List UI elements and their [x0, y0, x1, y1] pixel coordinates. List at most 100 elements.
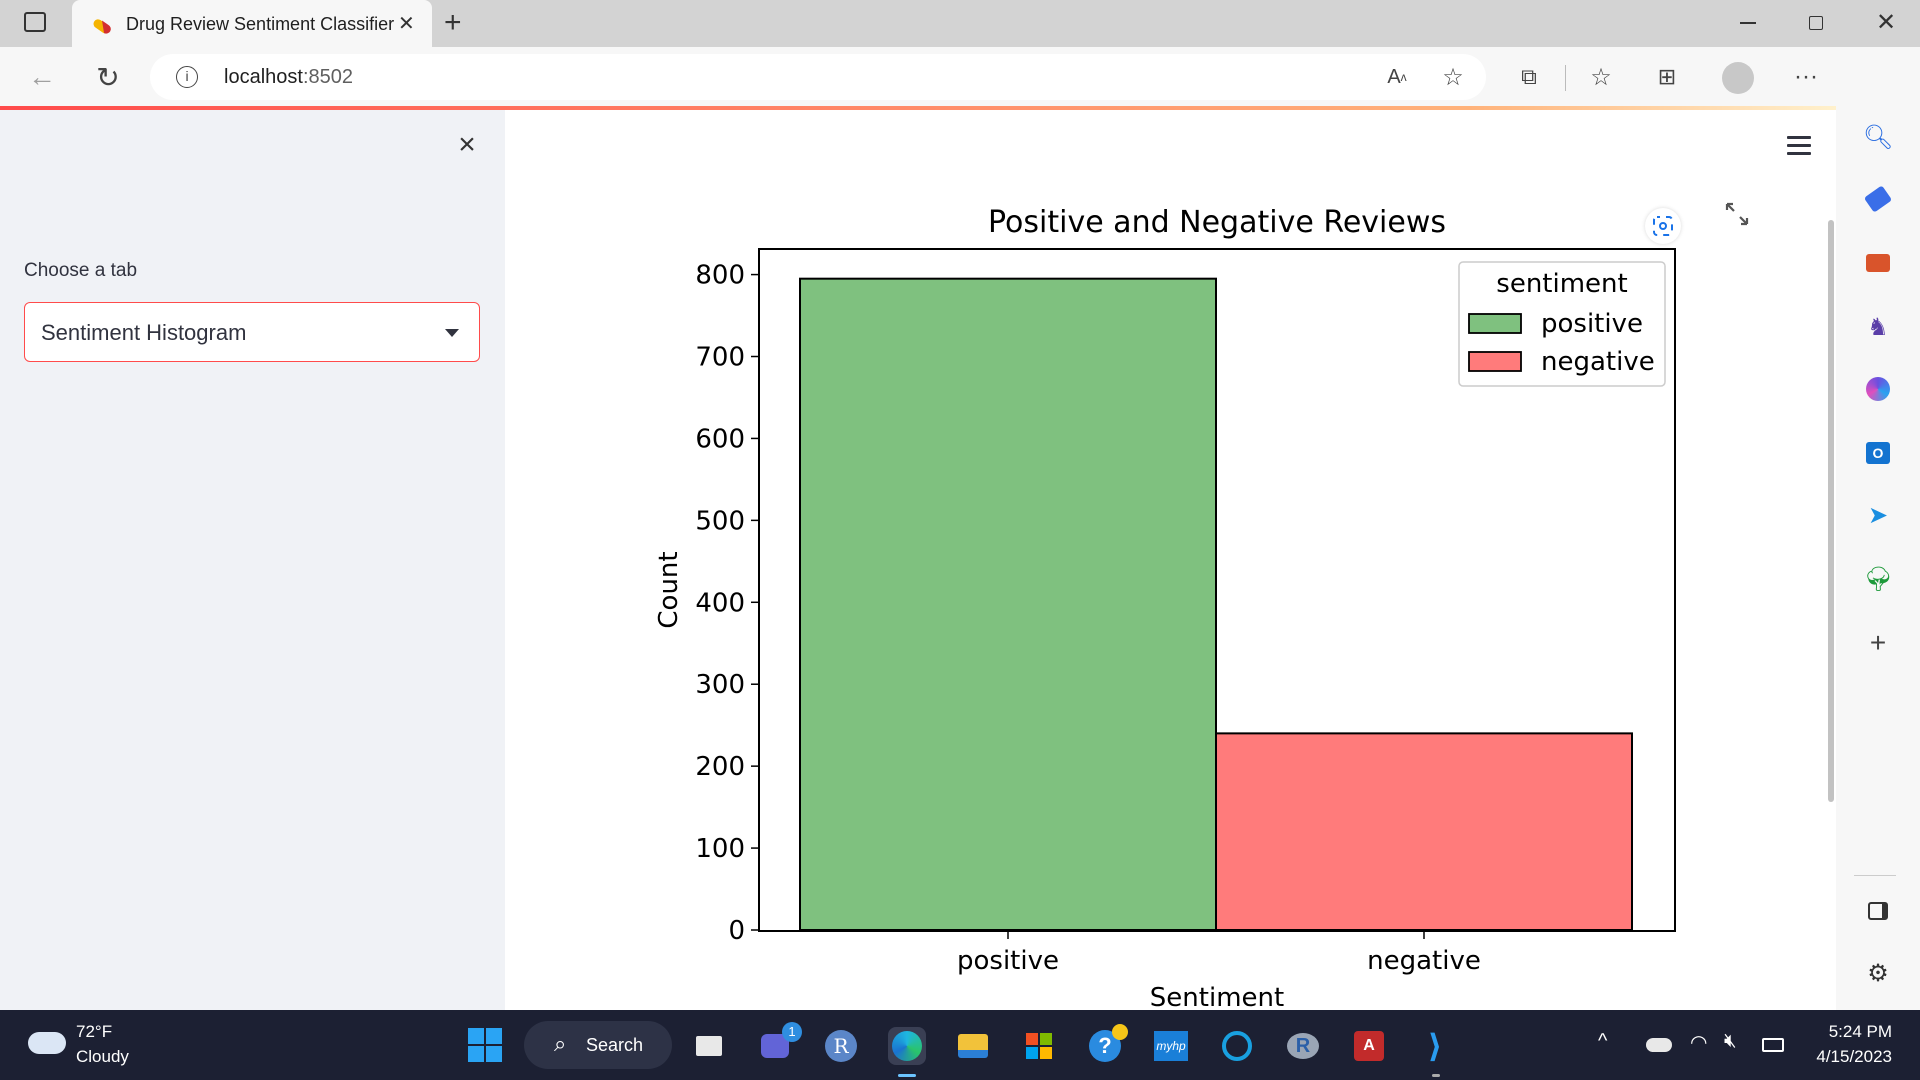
shopping-tag-icon[interactable]: [1862, 183, 1894, 215]
weather-temperature[interactable]: 72°F: [76, 1022, 113, 1041]
url-text[interactable]: localhost:8502: [224, 66, 353, 89]
search-icon: ⌕: [554, 1031, 567, 1056]
cloudy-weather-icon[interactable]: [28, 1032, 66, 1054]
get-help-icon[interactable]: ?: [1086, 1027, 1124, 1065]
active-app-indicator: [898, 1074, 916, 1077]
chart-title: Positive and Negative Reviews: [988, 205, 1446, 240]
chevron-down-icon[interactable]: [445, 329, 459, 337]
y-tick-label-200: 200: [695, 752, 745, 782]
rstudio-icon[interactable]: R: [1284, 1027, 1322, 1065]
favorites-icon[interactable]: ☆: [1590, 63, 1612, 91]
header-decoration: [0, 106, 1836, 110]
send-plane-icon[interactable]: ➤: [1867, 501, 1889, 529]
outlook-icon[interactable]: O: [1862, 437, 1894, 469]
tab-close-icon[interactable]: ✕: [398, 13, 415, 35]
help-notification-dot: [1112, 1024, 1128, 1040]
edge-sidebar: 🔍︎ ♞ O ➤ 🌳︎ + ⚙: [1836, 47, 1920, 1010]
cortana-icon[interactable]: [1218, 1027, 1256, 1065]
volume-muted-icon[interactable]: 🔇︎: [1724, 1030, 1737, 1052]
games-icon[interactable]: ♞: [1867, 313, 1889, 341]
back-arrow-icon[interactable]: ←: [28, 61, 56, 92]
close-window-icon[interactable]: ✕: [1876, 9, 1897, 36]
teams-badge: 1: [782, 1022, 802, 1042]
vscode-running-indicator: [1432, 1074, 1440, 1077]
y-tick-label-700: 700: [695, 343, 745, 373]
collections-icon[interactable]: ⊞: [1657, 64, 1677, 89]
wifi-icon[interactable]: ◠: [1690, 1032, 1708, 1054]
page-scrollbar[interactable]: [1828, 220, 1834, 802]
clock-date[interactable]: 4/15/2023: [1816, 1047, 1892, 1066]
bar-negative: [1215, 732, 1633, 931]
onedrive-cloud-icon[interactable]: [1646, 1038, 1672, 1052]
legend-swatch-negative: [1468, 351, 1522, 372]
add-sidebar-app-icon[interactable]: +: [1869, 627, 1887, 658]
tab-actions-icon[interactable]: [24, 12, 46, 32]
start-windows-icon[interactable]: [468, 1028, 502, 1062]
sentiment-histogram-chart: 0 100 200 300 400 500 600 700 800 positive negati…: [654, 205, 1676, 1010]
y-tick-label-100: 100: [695, 834, 745, 864]
y-tick-label-300: 300: [695, 670, 745, 700]
battery-icon[interactable]: [1762, 1038, 1784, 1052]
tools-briefcase-icon[interactable]: [1862, 247, 1894, 279]
selected-tab-value: Sentiment Histogram: [41, 320, 247, 345]
sidebar-settings-gear-icon[interactable]: ⚙: [1867, 959, 1889, 987]
chart-legend: sentiment positive negative: [1458, 261, 1666, 387]
app-menu-icon[interactable]: [1787, 136, 1811, 156]
url-host: localhost: [224, 66, 303, 88]
y-axis-label: Count: [654, 551, 684, 628]
windows-taskbar: 72°F Cloudy ⌕ Search 1 R ? myhp R A ⟩ ^ …: [0, 1010, 1920, 1080]
y-tick-label-600: 600: [695, 424, 745, 454]
edge-browser-icon[interactable]: [888, 1027, 926, 1065]
bar-positive: [799, 277, 1217, 932]
clock-time[interactable]: 5:24 PM: [1828, 1022, 1892, 1041]
y-tick-label-500: 500: [695, 506, 745, 536]
x-tick-label-negative: negative: [1367, 946, 1481, 976]
restore-icon[interactable]: [1809, 16, 1823, 30]
access-db-icon[interactable]: A: [1350, 1027, 1388, 1065]
toolbar-divider: [1565, 65, 1566, 91]
split-screen-icon[interactable]: [1862, 895, 1894, 927]
plot-frame: [758, 248, 1676, 932]
edge-sidebar-divider: [1854, 875, 1896, 876]
legend-title: sentiment: [1496, 269, 1627, 299]
y-tick-label-800: 800: [695, 261, 745, 291]
tab-select[interactable]: Sentiment Histogram: [24, 302, 480, 362]
file-explorer-icon[interactable]: [954, 1027, 992, 1065]
site-info-icon[interactable]: i: [176, 66, 198, 88]
task-view-icon[interactable]: [690, 1027, 728, 1065]
refresh-icon[interactable]: ↻: [96, 61, 120, 93]
r-app-icon[interactable]: R: [822, 1027, 860, 1065]
y-tick-label-400: 400: [695, 588, 745, 618]
fullscreen-expand-icon[interactable]: [1723, 200, 1751, 228]
minimize-icon[interactable]: [1740, 22, 1756, 24]
search-icon[interactable]: 🔍︎: [1862, 123, 1894, 151]
main-content: 0 100 200 300 400 500 600 700 800 positive negati…: [505, 110, 1836, 1010]
y-tick-label-0: 0: [728, 916, 745, 946]
browser-toolbar: ← ↻ i localhost:8502 Aʌ ☆ ⧉ ☆ ⊞ ··· b: [0, 47, 1920, 107]
legend-entry-negative: negative: [1541, 347, 1655, 377]
microsoft-store-icon[interactable]: [1020, 1027, 1058, 1065]
microsoft-365-icon[interactable]: [1862, 373, 1894, 405]
screenshot-chart-icon[interactable]: [1645, 208, 1681, 244]
taskbar-search[interactable]: ⌕ Search: [524, 1021, 672, 1069]
extensions-icon[interactable]: ⧉: [1521, 64, 1537, 89]
weather-condition[interactable]: Cloudy: [76, 1047, 129, 1066]
myhp-icon[interactable]: myhp: [1152, 1027, 1190, 1065]
vscode-icon[interactable]: ⟩: [1427, 1028, 1443, 1064]
x-tick-label-positive: positive: [957, 946, 1059, 976]
browser-tab[interactable]: Drug Review Sentiment Classifier ✕: [72, 0, 432, 47]
tree-icon[interactable]: 🌳︎: [1862, 565, 1894, 593]
add-favorite-icon[interactable]: ☆: [1442, 63, 1464, 91]
new-tab-icon[interactable]: +: [444, 6, 462, 39]
more-options-icon[interactable]: ···: [1794, 63, 1818, 90]
profile-avatar[interactable]: [1722, 62, 1754, 94]
browser-tab-bar: Drug Review Sentiment Classifier ✕ + ✕: [0, 0, 1920, 47]
x-axis-label: Sentiment: [1150, 983, 1284, 1010]
legend-entry-positive: positive: [1541, 309, 1643, 339]
close-sidebar-icon[interactable]: ×: [458, 128, 476, 161]
show-hidden-icons-chevron-icon[interactable]: ^: [1598, 1030, 1608, 1052]
pill-favicon-icon: [93, 19, 111, 34]
app-sidebar: × Choose a tab Sentiment Histogram: [0, 110, 505, 1010]
